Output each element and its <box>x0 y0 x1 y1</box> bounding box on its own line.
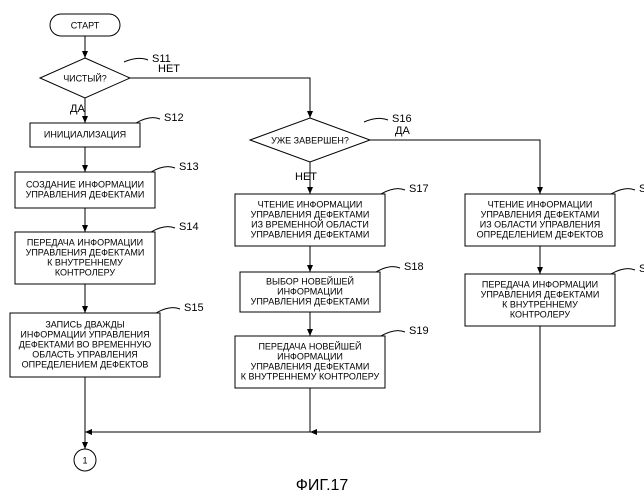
node-s17: ЧТЕНИЕ ИНФОРМАЦИИУПРАВЛЕНИЯ ДЕФЕКТАМИИЗ … <box>235 183 429 246</box>
svg-text:ИНФОРМАЦИИ: ИНФОРМАЦИИ <box>277 286 343 296</box>
svg-text:ЗАПИСЬ ДВАЖДЫ: ЗАПИСЬ ДВАЖДЫ <box>45 319 124 329</box>
edge <box>130 78 310 118</box>
svg-text:УПРАВЛЕНИЯ ДЕФЕКТАМИ: УПРАВЛЕНИЯ ДЕФЕКТАМИ <box>251 209 370 219</box>
svg-text:ПЕРЕДАЧА НОВЕЙШЕЙ: ПЕРЕДАЧА НОВЕЙШЕЙ <box>258 340 361 351</box>
svg-text:ИЗ ОБЛАСТИ УПРАВЛЕНИЯ: ИЗ ОБЛАСТИ УПРАВЛЕНИЯ <box>480 219 601 229</box>
svg-text:УПРАВЛЕНИЯ ДЕФЕКТАМИ: УПРАВЛЕНИЯ ДЕФЕКТАМИ <box>251 361 370 371</box>
edge <box>85 388 310 432</box>
svg-text:ПЕРЕДАЧА ИНФОРМАЦИИ: ПЕРЕДАЧА ИНФОРМАЦИИ <box>482 279 598 289</box>
svg-text:S21: S21 <box>639 263 644 275</box>
svg-text:ОПРЕДЕЛЕНИЕМ ДЕФЕКТОВ: ОПРЕДЕЛЕНИЕМ ДЕФЕКТОВ <box>477 229 604 239</box>
svg-text:К ВНУТРЕННЕМУ КОНТРОЛЕРУ: К ВНУТРЕННЕМУ КОНТРОЛЕРУ <box>241 371 380 381</box>
node-s13: СОЗДАНИЕ ИНФОРМАЦИИУПРАВЛЕНИЯ ДЕФЕКТАМИ S… <box>15 161 199 208</box>
svg-text:S13: S13 <box>179 161 199 173</box>
node-d16: УЖЕ ЗАВЕРШЕН? S16 <box>250 113 412 162</box>
svg-text:СОЗДАНИЕ ИНФОРМАЦИИ: СОЗДАНИЕ ИНФОРМАЦИИ <box>26 179 144 189</box>
svg-text:S16: S16 <box>392 113 412 125</box>
svg-text:ЧТЕНИЕ ИНФОРМАЦИИ: ЧТЕНИЕ ИНФОРМАЦИИ <box>258 199 363 209</box>
svg-text:УПРАВЛЕНИЯ ДЕФЕКТАМИ: УПРАВЛЕНИЯ ДЕФЕКТАМИ <box>251 229 370 239</box>
svg-text:КОНТРОЛЕРУ: КОНТРОЛЕРУ <box>510 309 571 319</box>
edge-label: НЕТ <box>295 171 317 183</box>
svg-text:ПЕРЕДАЧА ИНФОРМАЦИИ: ПЕРЕДАЧА ИНФОРМАЦИИ <box>27 237 143 247</box>
node-s20: ЧТЕНИЕ ИНФОРМАЦИИУПРАВЛЕНИЯ ДЕФЕКТАМИИЗ … <box>465 183 644 246</box>
svg-text:УПРАВЛЕНИЯ ДЕФЕКТАМИ: УПРАВЛЕНИЯ ДЕФЕКТАМИ <box>481 289 600 299</box>
edge <box>370 140 540 194</box>
node-s18: ВЫБОР НОВЕЙШЕЙИНФОРМАЦИИУПРАВЛЕНИЯ ДЕФЕК… <box>240 261 424 312</box>
node-s19: ПЕРЕДАЧА НОВЕЙШЕЙИНФОРМАЦИИУПРАВЛЕНИЯ ДЕ… <box>235 325 429 388</box>
svg-text:К ВНУТРЕННЕМУ: К ВНУТРЕННЕМУ <box>47 257 123 267</box>
node-s12: ИНИЦИАЛИЗАЦИЯ S12 <box>30 112 184 147</box>
figure-caption: ФИГ.17 <box>296 477 349 494</box>
edge-label: ДА <box>70 103 85 115</box>
svg-text:ОБЛАСТЬ УПРАВЛЕНИЯ: ОБЛАСТЬ УПРАВЛЕНИЯ <box>32 349 138 359</box>
svg-text:УЖЕ ЗАВЕРШЕН?: УЖЕ ЗАВЕРШЕН? <box>271 135 349 145</box>
svg-text:ВЫБОР НОВЕЙШЕЙ: ВЫБОР НОВЕЙШЕЙ <box>266 275 354 286</box>
svg-text:S20: S20 <box>639 183 644 195</box>
edge-label: ДА <box>395 125 410 137</box>
svg-text:ИЗ ВРЕМЕННОЙ ОБЛАСТИ: ИЗ ВРЕМЕННОЙ ОБЛАСТИ <box>251 218 369 229</box>
svg-text:К ВНУТРЕННЕМУ: К ВНУТРЕННЕМУ <box>502 299 578 309</box>
svg-text:ОПРЕДЕЛЕНИЕМ ДЕФЕКТОВ: ОПРЕДЕЛЕНИЕМ ДЕФЕКТОВ <box>22 359 149 369</box>
node-s14: ПЕРЕДАЧА ИНФОРМАЦИИУПРАВЛЕНИЯ ДЕФЕКТАМИК… <box>15 221 199 284</box>
node-d11: ЧИСТЫЙ? S11 <box>40 53 171 98</box>
node-s21: ПЕРЕДАЧА ИНФОРМАЦИИУПРАВЛЕНИЯ ДЕФЕКТАМИК… <box>465 263 644 326</box>
svg-text:S14: S14 <box>179 221 199 233</box>
svg-text:ИНФОРМАЦИИ: ИНФОРМАЦИИ <box>277 351 343 361</box>
node-s15: ЗАПИСЬ ДВАЖДЫИНФОРМАЦИИ УПРАВЛЕНИЯДЕФЕКТ… <box>10 302 204 377</box>
svg-text:УПРАВЛЕНИЯ ДЕФЕКТАМИ: УПРАВЛЕНИЯ ДЕФЕКТАМИ <box>26 189 145 199</box>
svg-text:S15: S15 <box>184 302 204 314</box>
svg-text:УПРАВЛЕНИЯ ДЕФЕКТАМИ: УПРАВЛЕНИЯ ДЕФЕКТАМИ <box>26 247 145 257</box>
svg-text:S17: S17 <box>409 183 429 195</box>
svg-text:ИНФОРМАЦИИ УПРАВЛЕНИЯ: ИНФОРМАЦИИ УПРАВЛЕНИЯ <box>20 329 149 339</box>
svg-text:СТАРТ: СТАРТ <box>71 20 100 30</box>
svg-text:S12: S12 <box>164 112 184 124</box>
svg-text:ЧИСТЫЙ?: ЧИСТЫЙ? <box>63 72 107 83</box>
svg-text:ЧТЕНИЕ ИНФОРМАЦИИ: ЧТЕНИЕ ИНФОРМАЦИИ <box>488 199 593 209</box>
node-start: СТАРТ <box>50 14 120 36</box>
svg-text:КОНТРОЛЕРУ: КОНТРОЛЕРУ <box>55 267 116 277</box>
svg-text:S18: S18 <box>404 261 424 273</box>
svg-text:УПРАВЛЕНИЯ ДЕФЕКТАМИ: УПРАВЛЕНИЯ ДЕФЕКТАМИ <box>251 296 370 306</box>
svg-text:ИНИЦИАЛИЗАЦИЯ: ИНИЦИАЛИЗАЦИЯ <box>44 129 126 139</box>
svg-text:УПРАВЛЕНИЯ ДЕФЕКТАМИ: УПРАВЛЕНИЯ ДЕФЕКТАМИ <box>481 209 600 219</box>
node-conn: 1 <box>74 449 96 471</box>
svg-text:1: 1 <box>82 455 87 465</box>
svg-text:ДЕФЕКТАМИ ВО ВРЕМЕННУЮ: ДЕФЕКТАМИ ВО ВРЕМЕННУЮ <box>19 339 151 349</box>
svg-text:S11: S11 <box>152 53 171 65</box>
svg-text:S19: S19 <box>409 325 429 337</box>
